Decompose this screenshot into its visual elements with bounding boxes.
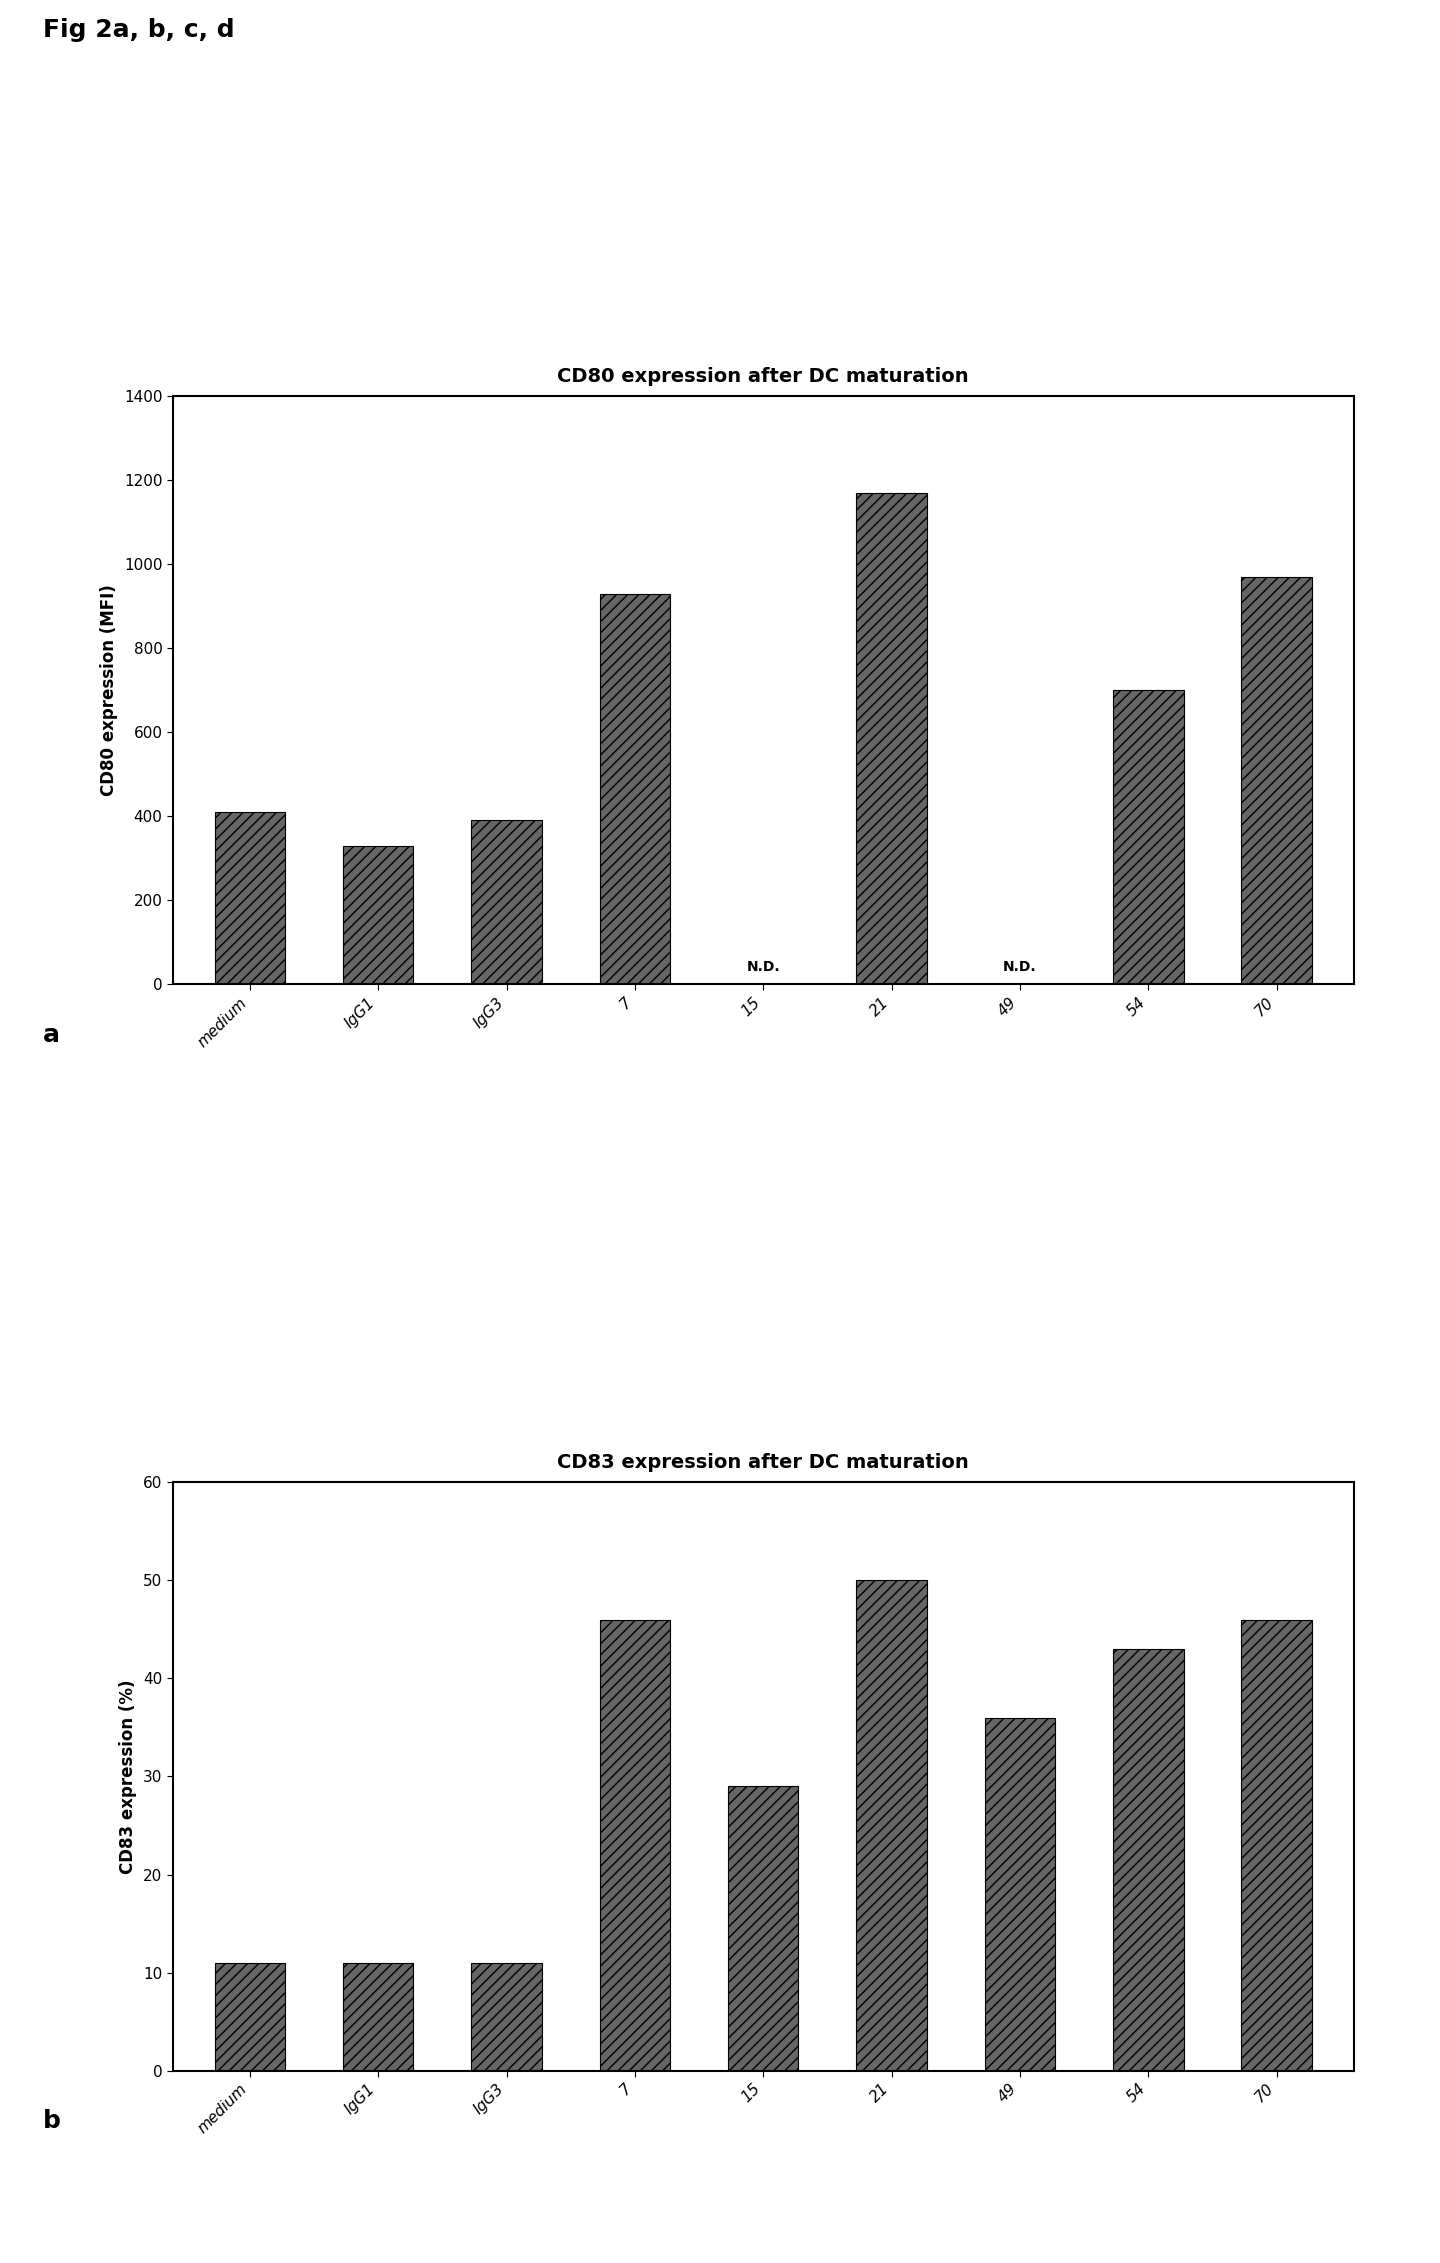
Bar [471,821,541,984]
Y-axis label: CD83 expression (%): CD83 expression (%) [120,1679,137,1874]
Bar [215,1962,285,2071]
Bar [215,812,285,984]
Bar [343,846,413,984]
Bar [1241,577,1312,984]
Bar [1113,690,1184,984]
Y-axis label: CD80 expression (MFI): CD80 expression (MFI) [101,584,118,797]
Title: CD80 expression after DC maturation: CD80 expression after DC maturation [557,367,969,387]
Bar [1113,1650,1184,2071]
Bar [857,493,927,984]
Text: N.D.: N.D. [1004,960,1037,973]
Bar [1241,1620,1312,2071]
Bar [599,1620,670,2071]
Text: Fig 2a, b, c, d: Fig 2a, b, c, d [43,18,235,43]
Bar [471,1962,541,2071]
Text: N.D.: N.D. [746,960,780,973]
Text: a: a [43,1023,60,1048]
Bar [985,1718,1056,2071]
Bar [599,593,670,984]
Bar [343,1962,413,2071]
Bar [727,1786,799,2071]
Title: CD83 expression after DC maturation: CD83 expression after DC maturation [557,1453,969,1473]
Bar [857,1580,927,2071]
Text: b: b [43,2109,60,2134]
